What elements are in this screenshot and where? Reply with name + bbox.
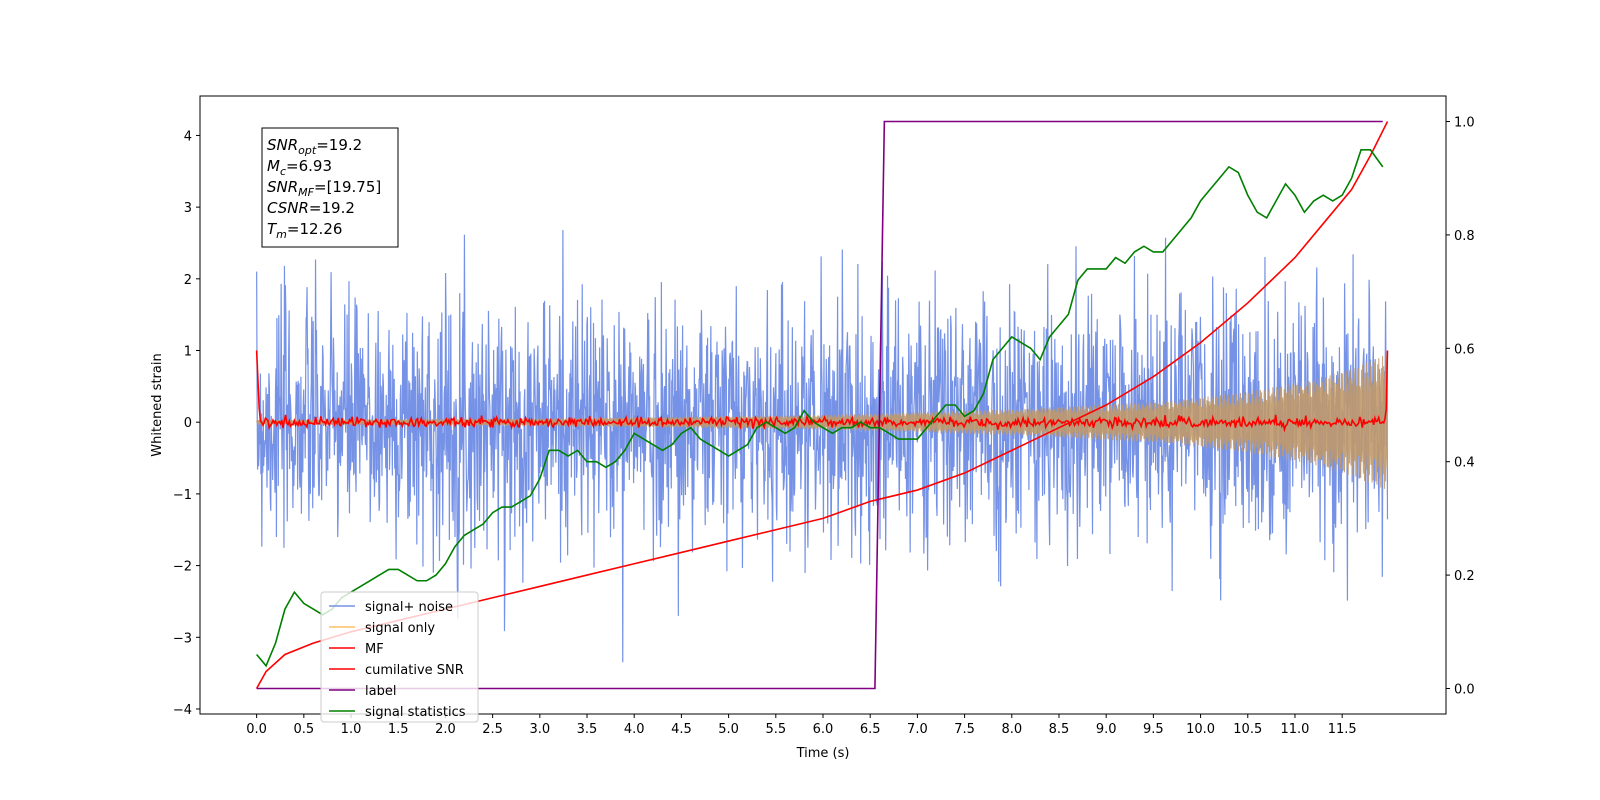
y-tick-label: 0 bbox=[184, 416, 192, 431]
annotation-line: CSNR=19.2 bbox=[267, 199, 355, 217]
series-mf-line bbox=[255, 350, 1389, 433]
y-tick-label: −3 bbox=[173, 631, 192, 646]
x-tick-label: 6.5 bbox=[860, 722, 881, 737]
annotation-line: SNRMF=[19.75] bbox=[267, 178, 381, 199]
x-tick-label: 11.0 bbox=[1280, 722, 1309, 737]
legend-label: signal+ noise bbox=[365, 600, 453, 615]
x-tick-label: 9.5 bbox=[1143, 722, 1164, 737]
y-tick-label: 1 bbox=[184, 345, 192, 360]
x-tick-label: 1.0 bbox=[341, 722, 362, 737]
y2-tick-label: 0.8 bbox=[1454, 229, 1475, 244]
stats-annotation-box: SNRopt=19.2Mc=6.93SNRMF=[19.75]CSNR=19.2… bbox=[261, 127, 399, 248]
series-signal-statistics-line bbox=[256, 149, 1384, 668]
y2-tick-label: 0.0 bbox=[1454, 682, 1475, 697]
annotation-frame bbox=[261, 127, 399, 248]
legend-frame bbox=[320, 591, 479, 723]
x-tick-label: 6.0 bbox=[813, 722, 834, 737]
x-tick-label: 2.5 bbox=[482, 722, 503, 737]
y-axis-left: −4 −3 −2 −1 0 1 2 3 4 bbox=[173, 129, 200, 718]
x-tick-label: 8.0 bbox=[1001, 722, 1022, 737]
y2-tick-label: 0.2 bbox=[1454, 569, 1475, 584]
y2-tick-label: 1.0 bbox=[1454, 116, 1475, 131]
x-tick-label: 0.5 bbox=[293, 722, 314, 737]
annotation-line: Mc=6.93 bbox=[267, 157, 332, 178]
y-axis-label: Whitened strain bbox=[150, 353, 165, 456]
x-tick-label: 2.0 bbox=[435, 722, 456, 737]
y-axis-right: 0.0 0.2 0.4 0.6 0.8 1.0 bbox=[1446, 116, 1475, 697]
x-tick-label: 1.5 bbox=[388, 722, 409, 737]
x-tick-label: 7.5 bbox=[954, 722, 975, 737]
y-tick-label: 4 bbox=[184, 129, 192, 144]
y2-tick-label: 0.4 bbox=[1454, 456, 1475, 471]
y2-tick-label: 0.6 bbox=[1454, 342, 1475, 357]
x-axis-label: Time (s) bbox=[796, 746, 850, 761]
x-tick-label: 3.5 bbox=[577, 722, 598, 737]
x-tick-label: 7.0 bbox=[907, 722, 928, 737]
annotation-line: SNRopt=19.2 bbox=[267, 136, 362, 157]
legend-label: label bbox=[365, 684, 396, 699]
x-tick-label: 10.5 bbox=[1233, 722, 1262, 737]
x-tick-label: 5.0 bbox=[718, 722, 739, 737]
x-tick-label: 10.0 bbox=[1186, 722, 1215, 737]
legend-label: cumilative SNR bbox=[365, 663, 464, 678]
x-tick-label: 11.5 bbox=[1328, 722, 1357, 737]
y-tick-label: −2 bbox=[173, 560, 192, 575]
y-tick-label: 2 bbox=[184, 273, 192, 288]
x-tick-label: 8.5 bbox=[1049, 722, 1070, 737]
legend-label: MF bbox=[365, 642, 384, 657]
legend-label: signal statistics bbox=[365, 705, 466, 720]
x-axis: 0.0 0.5 1.0 1.5 2.0 2.5 3.0 3.5 4.0 4.5 5.0 5.5 6.0 6… bbox=[246, 714, 1357, 737]
legend: signal+ noise signal only MF cumilative SNR… bbox=[320, 591, 479, 723]
x-tick-label: 0.0 bbox=[246, 722, 267, 737]
series-label-line bbox=[256, 120, 1383, 690]
y-tick-label: −4 bbox=[173, 703, 192, 718]
series-signal-noise-line bbox=[256, 229, 1389, 663]
x-tick-label: 5.5 bbox=[765, 722, 786, 737]
x-tick-label: 9.0 bbox=[1096, 722, 1117, 737]
y-tick-label: 3 bbox=[184, 201, 192, 216]
x-tick-label: 4.0 bbox=[624, 722, 645, 737]
x-tick-label: 3.0 bbox=[529, 722, 550, 737]
x-tick-label: 4.5 bbox=[671, 722, 692, 737]
annotation-line: Tm=12.26 bbox=[267, 220, 342, 241]
legend-label: signal only bbox=[365, 621, 435, 636]
y-tick-label: −1 bbox=[173, 488, 192, 503]
